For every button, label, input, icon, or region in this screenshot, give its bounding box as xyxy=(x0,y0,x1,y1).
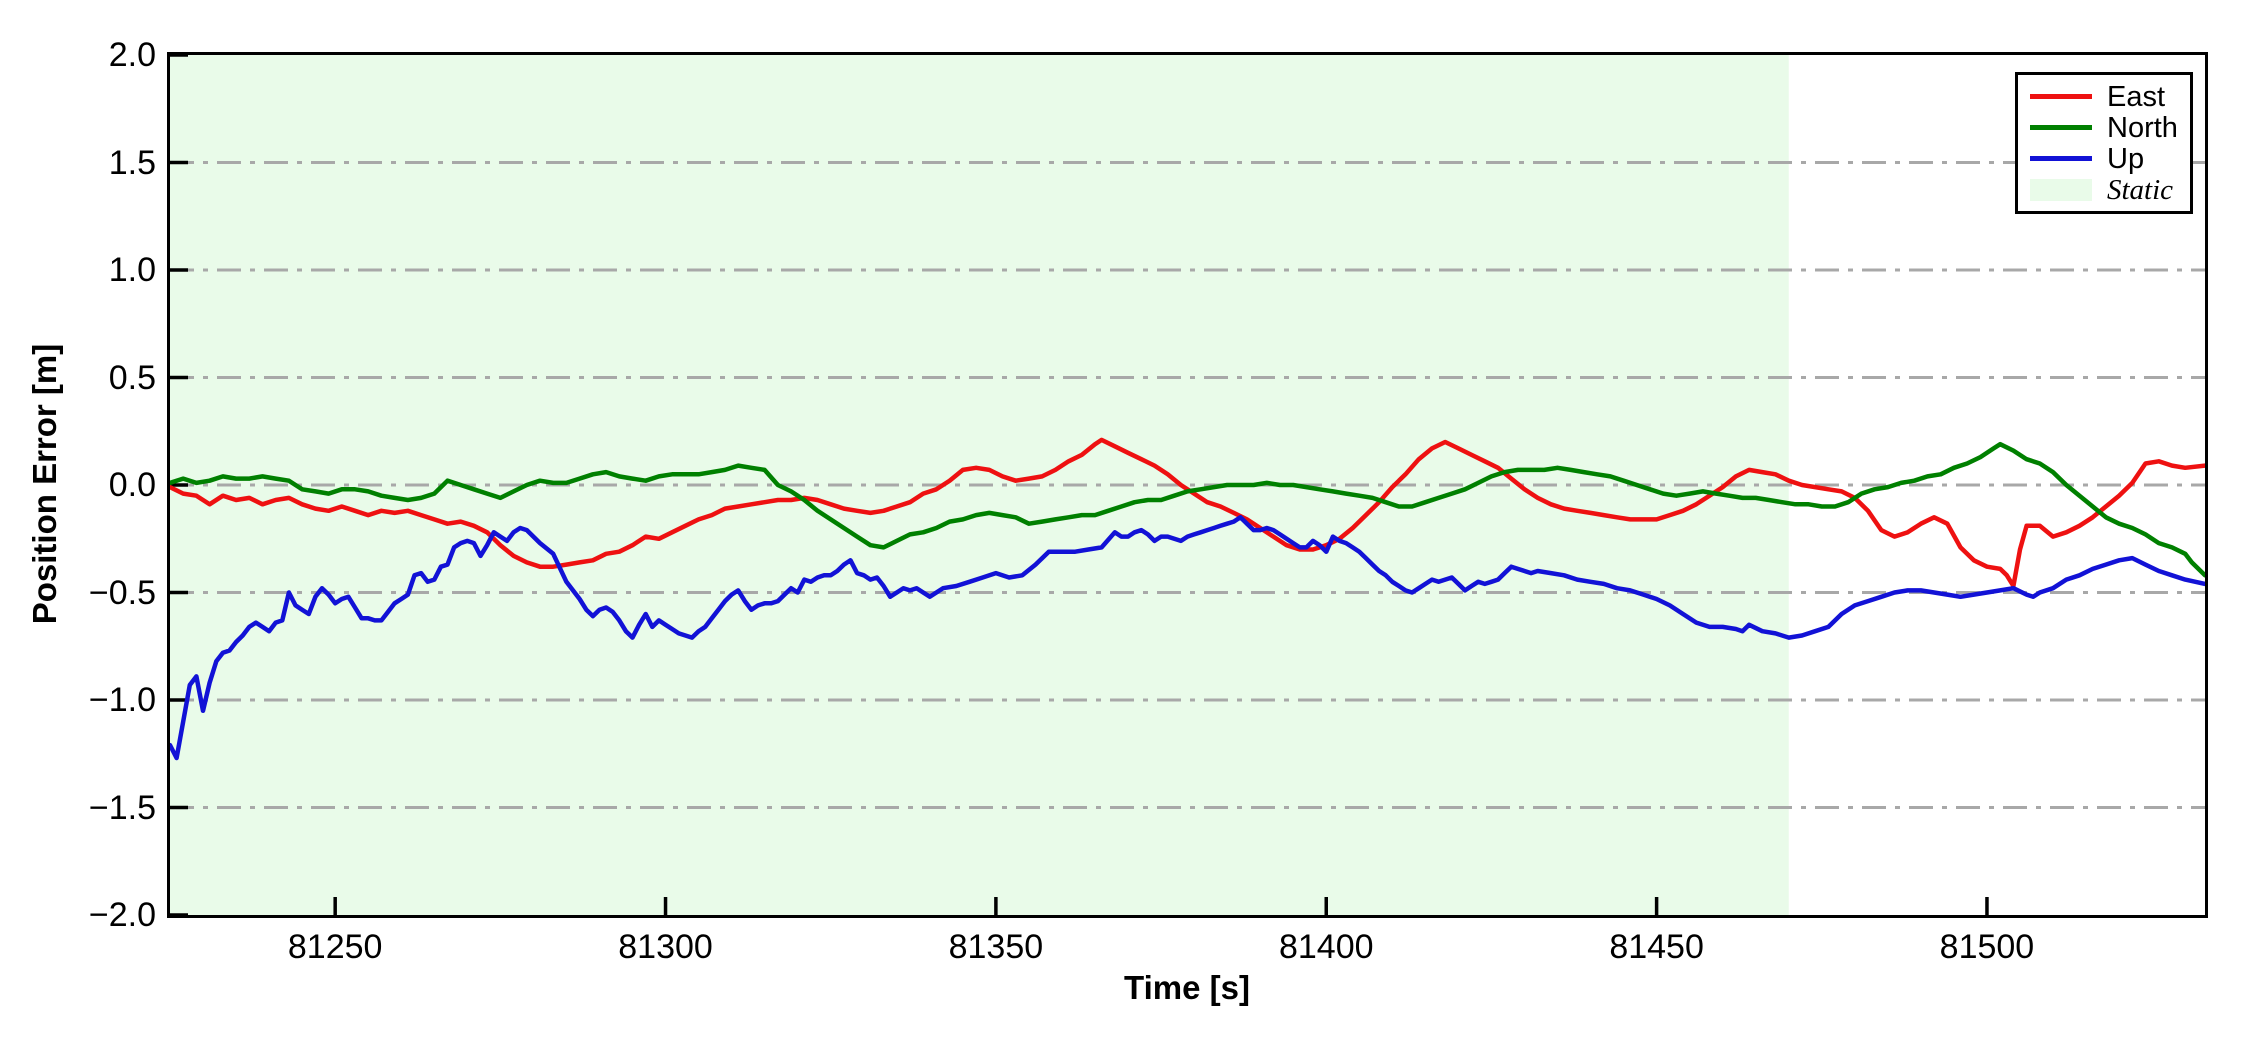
y-tick-label: 0.0 xyxy=(108,466,156,504)
legend-item-north: North xyxy=(2030,112,2178,143)
legend-item-up: Up xyxy=(2030,143,2178,174)
legend-label-north: North xyxy=(2107,111,2178,144)
legend-label-east: East xyxy=(2107,80,2166,113)
y-tick-label: 2.0 xyxy=(108,36,156,74)
legend: East North Up Static xyxy=(2015,72,2193,214)
legend-swatch-north xyxy=(2030,125,2092,130)
y-tick-label: −0.5 xyxy=(88,573,156,612)
chart-canvas xyxy=(170,55,2205,915)
y-tick-label: 1.5 xyxy=(108,143,156,182)
legend-label-up: Up xyxy=(2107,142,2145,175)
plot-area xyxy=(167,52,2208,918)
y-tick-label: −1.5 xyxy=(88,788,156,827)
x-axis-title: Time [s] xyxy=(1124,969,1250,1006)
x-tick-label: 81450 xyxy=(1609,928,1704,966)
series-line-east xyxy=(170,437,2205,589)
series-line-north xyxy=(170,441,2205,578)
y-tick-label: −1.0 xyxy=(88,681,156,719)
x-tick-label: 81500 xyxy=(1939,928,2035,966)
y-tick-label: −2.0 xyxy=(88,896,156,934)
series-line-up xyxy=(170,515,2205,761)
x-tick-label: 81250 xyxy=(287,928,383,966)
legend-item-east: East xyxy=(2030,81,2178,112)
y-tick-label: 0.5 xyxy=(108,358,156,397)
legend-swatch-up xyxy=(2030,156,2092,161)
x-tick-label: 81350 xyxy=(948,928,1044,966)
x-tick-label: 81400 xyxy=(1278,928,1374,966)
y-tick-label: 1.0 xyxy=(108,251,156,289)
legend-swatch-east xyxy=(2030,94,2092,99)
legend-label-static: Static xyxy=(2107,173,2174,206)
legend-swatch-static xyxy=(2030,178,2092,201)
legend-item-static: Static xyxy=(2030,174,2178,205)
x-tick-label: 81300 xyxy=(618,928,713,966)
